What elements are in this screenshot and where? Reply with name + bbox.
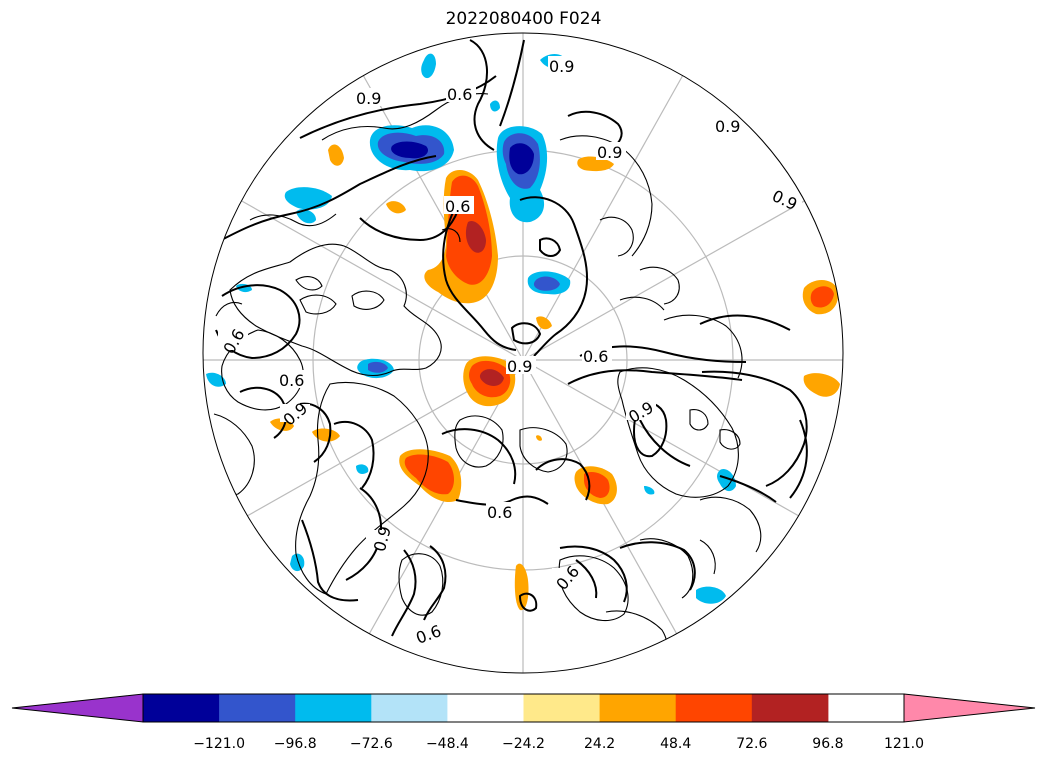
contour-label: 0.6 [445,197,470,216]
colorbar-cell [523,694,601,722]
colorbar-extend-high [904,694,1035,722]
contour-label: 0.9 [715,117,740,136]
contour-label: 0.9 [507,357,532,376]
contour-label: 0.6 [583,347,608,366]
contour-label: 0.9 [549,57,574,76]
contour-label: 0.9 [597,143,622,162]
contour-label: 0.6 [447,85,472,104]
colorbar-cell [371,694,448,722]
colorbar-tick-label: −121.0 [193,736,245,752]
colorbar-cell [143,694,220,722]
contour-lines [213,39,808,637]
colorbar-extend-low [12,694,143,722]
colorbar-tick-label: −72.6 [349,736,393,752]
colorbar-tick-label: 121.0 [883,736,925,752]
colorbar-tick-label: −24.2 [502,736,545,752]
colorbar [11,693,1036,723]
colorbar-cell [219,694,296,722]
polar-stereographic-map: 0.9 0.6 0.9 0.9 0.9 0.6 0.9 0.6 0.9 0.6 … [202,32,844,674]
colorbar-tick-label: −48.4 [425,736,469,752]
colorbar-tick-label: −96.8 [273,736,317,752]
colorbar-cell [751,694,829,722]
colorbar-cell [447,694,524,722]
map-title: 2022080400 F024 [445,9,602,29]
colorbar-cell [599,694,677,722]
contour-label: 0.9 [356,89,381,108]
colorbar-tick-label: 24.2 [584,736,616,752]
colorbar-cell [295,694,372,722]
colorbar-tick-label: 72.6 [736,736,768,752]
colorbar-tick-label: 48.4 [660,736,692,752]
colorbar-cell [675,694,753,722]
contour-label: 0.6 [487,503,512,522]
anomaly-fills [206,53,840,611]
contour-label: 0.6 [279,371,304,390]
map-boundary [202,32,844,674]
colorbar-tick-label: 96.8 [812,736,844,752]
contour-labels: 0.9 0.6 0.9 0.9 0.9 0.6 0.9 0.6 0.9 0.6 … [218,56,802,648]
